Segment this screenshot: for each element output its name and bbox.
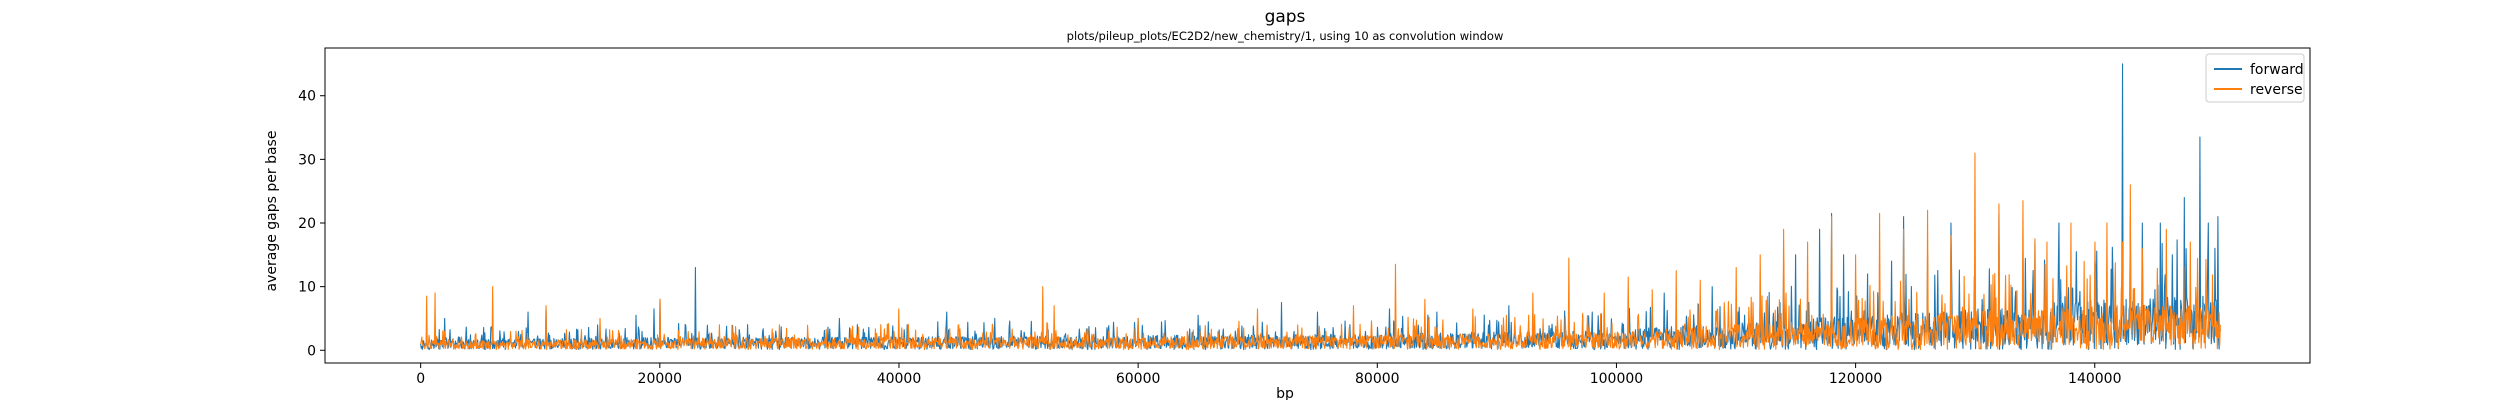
legend-label-forward: forward: [2250, 62, 2304, 78]
y-tick-label: 10: [298, 280, 316, 296]
axes: 0 20000 40000 60000 80000 100000 120000 140000 0…: [298, 47, 2311, 387]
y-tick-label: 20: [298, 216, 316, 232]
plot-frame: [324, 47, 2311, 364]
legend: forward reverse: [2205, 53, 2305, 103]
y-tick-label: 30: [298, 152, 316, 168]
chart-title: gaps: [1265, 7, 1306, 27]
y-tick-label: 40: [298, 89, 316, 105]
x-tick-label: 100000: [1590, 371, 1643, 387]
x-tick-label: 80000: [1355, 371, 1400, 387]
series-line-reverse: [420, 152, 2221, 351]
x-tick-label: 120000: [1829, 371, 1882, 387]
y-tick-label: 0: [307, 343, 316, 359]
x-tick-label: 40000: [877, 371, 922, 387]
x-tick-label: 60000: [1116, 371, 1161, 387]
legend-label-reverse: reverse: [2250, 82, 2303, 98]
chart-subtitle: plots/pileup_plots/EC2D2/new_chemistry/1…: [1067, 29, 1504, 43]
x-tick-label: 0: [416, 371, 425, 387]
y-axis-label: average gaps per base: [264, 131, 280, 292]
x-tick-label: 20000: [638, 371, 683, 387]
x-axis-label: bp: [1276, 386, 1294, 400]
x-tick-label: 140000: [2068, 371, 2121, 387]
plot-area: [420, 63, 2221, 351]
